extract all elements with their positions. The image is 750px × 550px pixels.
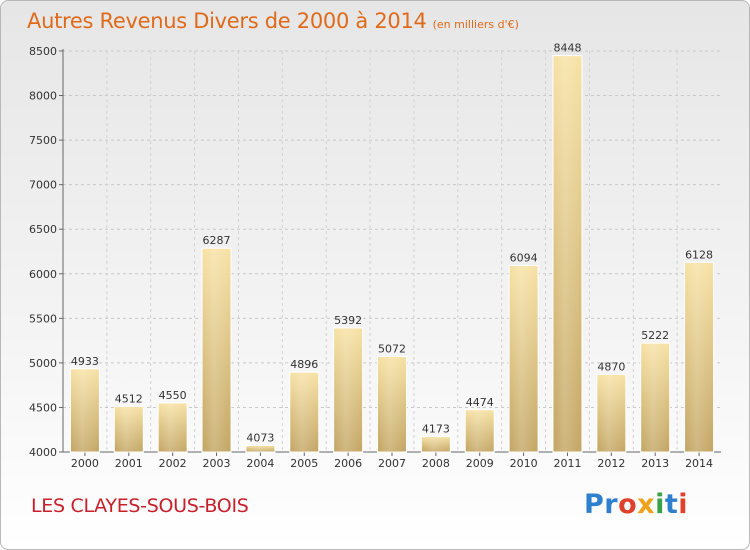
commune-name: LES CLAYES-SOUS-BOIS	[31, 495, 249, 517]
y-tick-label: 7000	[29, 179, 57, 192]
y-tick-label: 6500	[29, 223, 57, 236]
bar-2000	[69, 368, 100, 453]
y-tick-label: 4500	[29, 401, 57, 414]
bar-2002	[157, 402, 188, 453]
value-label-2009: 4474	[466, 396, 494, 409]
bar-shine	[116, 407, 142, 451]
bar-shine	[247, 446, 273, 451]
y-tick-label: 4000	[29, 446, 57, 459]
bar-shine	[204, 249, 230, 451]
value-label-2010: 6094	[510, 251, 538, 264]
value-label-2011: 8448	[553, 42, 581, 55]
bar-shine	[554, 56, 580, 451]
x-tick-label-2003: 2003	[203, 457, 231, 470]
logo-part-2: o	[618, 489, 638, 520]
logo-part-6: i	[678, 489, 689, 520]
logo-part-4: i	[655, 489, 665, 520]
value-label-2007: 5072	[378, 342, 406, 355]
bar-2005	[289, 371, 320, 453]
bar-2009	[464, 409, 495, 453]
bar-2013	[640, 342, 671, 453]
x-tick-label-2011: 2011	[553, 457, 581, 470]
bar-shine	[160, 403, 186, 451]
bar-2007	[377, 355, 407, 453]
bar-2001	[113, 405, 144, 453]
x-tick-label-2014: 2014	[685, 457, 713, 470]
chart-title-block: Autres Revenus Divers de 2000 à 2014 (en …	[27, 9, 519, 33]
bar-shine	[686, 263, 712, 451]
y-tick-label: 6000	[29, 268, 57, 281]
x-tick-label-2000: 2000	[71, 457, 99, 470]
value-label-2012: 4870	[597, 360, 625, 373]
bar-shine	[379, 357, 405, 451]
bar-2014	[684, 261, 715, 453]
logo-part-1: Pr	[584, 489, 619, 520]
logo-part-3: x	[637, 489, 656, 520]
bar-2006	[333, 327, 364, 453]
x-tick-label-2005: 2005	[290, 457, 318, 470]
value-label-2014: 6128	[685, 248, 713, 261]
chart-title: Autres Revenus Divers de 2000 à 2014	[27, 9, 427, 33]
logo-part-5: t	[664, 489, 679, 520]
bar-2004	[245, 444, 276, 453]
bar-shine	[598, 375, 624, 451]
bar-2003	[201, 247, 232, 453]
bar-shine	[291, 373, 317, 451]
bar-shine	[72, 369, 98, 451]
y-tick-label: 5000	[29, 357, 57, 370]
x-tick-label-2008: 2008	[422, 457, 450, 470]
x-tick-label-2009: 2009	[466, 457, 494, 470]
value-labels: 4933 4512 4550 6287 4073 4896 5392 5072 4173 4474…	[71, 42, 713, 445]
chart-subtitle: (en milliers d'€)	[432, 18, 519, 31]
bar-2011	[552, 55, 583, 453]
bar-2008	[420, 436, 451, 453]
bar-shine	[467, 410, 493, 451]
x-tick-label-2002: 2002	[159, 457, 187, 470]
value-label-2008: 4173	[422, 423, 450, 436]
x-tick-label-2013: 2013	[641, 457, 669, 470]
x-tick-label-2007: 2007	[378, 457, 406, 470]
value-label-2003: 6287	[203, 234, 231, 247]
y-tick-label: 8000	[29, 90, 57, 103]
axes: 4000 4500 5000 5500 6000 6500 7000 7500 8000 8500…	[29, 45, 721, 470]
value-label-2006: 5392	[334, 314, 362, 327]
y-tick-label: 5500	[29, 312, 57, 325]
value-label-2004: 4073	[246, 431, 274, 444]
bars	[69, 55, 715, 453]
value-label-2002: 4550	[159, 389, 187, 402]
x-tick-label-2012: 2012	[597, 457, 625, 470]
x-tick-label-2006: 2006	[334, 457, 362, 470]
value-label-2005: 4896	[290, 358, 318, 371]
bar-2012	[596, 373, 627, 453]
x-tick-label-2004: 2004	[246, 457, 274, 470]
proxiti-logo[interactable]: Proxiti	[584, 489, 688, 520]
bar-shine	[511, 266, 537, 451]
y-tick-label: 7500	[29, 134, 57, 147]
bar-shine	[423, 437, 449, 451]
bar-2010	[508, 264, 539, 453]
value-label-2013: 5222	[641, 329, 669, 342]
value-label-2001: 4512	[115, 392, 143, 405]
bar-shine	[642, 344, 668, 451]
x-tick-label-2010: 2010	[510, 457, 538, 470]
value-label-2000: 4933	[71, 355, 99, 368]
y-tick-label: 8500	[29, 45, 57, 58]
x-tick-label-2001: 2001	[115, 457, 143, 470]
bar-shine	[335, 328, 361, 451]
